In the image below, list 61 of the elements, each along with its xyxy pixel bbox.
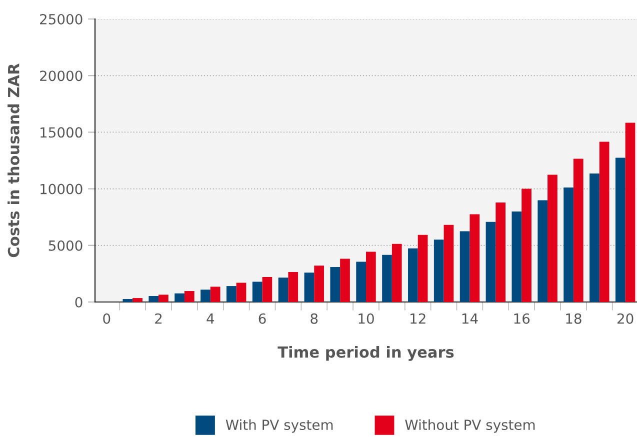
bar <box>625 122 636 302</box>
y-tick-label: 20000 <box>40 70 82 82</box>
y-tick-label: 15000 <box>40 127 82 138</box>
y-tick-label: 0 <box>75 296 82 308</box>
bar <box>226 286 236 302</box>
x-axis-title: Time period in years <box>278 346 454 361</box>
y-tick-label: 10000 <box>40 184 82 194</box>
bar <box>288 272 298 302</box>
bar <box>573 158 584 302</box>
bar <box>486 222 496 302</box>
bar <box>200 290 210 302</box>
bar <box>278 278 288 302</box>
bar <box>236 282 246 302</box>
bar <box>382 254 392 302</box>
bar <box>522 188 532 302</box>
bar <box>548 174 558 302</box>
bar <box>148 296 159 302</box>
x-tick-label: 0 <box>103 313 110 324</box>
legend-label: With PV system <box>226 419 333 433</box>
bar <box>356 262 366 302</box>
bar <box>460 231 470 302</box>
x-tick-label: 10 <box>358 313 374 324</box>
bar <box>122 299 133 302</box>
x-tick-label: 4 <box>206 314 214 324</box>
bar <box>252 282 262 302</box>
bar <box>340 258 350 302</box>
x-tick-label: 2 <box>155 313 162 324</box>
y-axis-title: Costs in thousand ZAR <box>8 63 20 258</box>
bar <box>366 252 376 302</box>
bar <box>392 244 402 302</box>
y-tick-label: 25000 <box>40 14 82 24</box>
bar <box>512 212 522 302</box>
bar <box>408 248 418 302</box>
bar <box>210 286 220 302</box>
bar <box>132 298 142 302</box>
bar <box>174 293 184 302</box>
bar <box>184 291 194 302</box>
x-tick-label: 20 <box>618 313 634 324</box>
x-tick-label: 8 <box>310 313 318 324</box>
y-tick-label: 5000 <box>48 240 82 251</box>
x-tick-label: 12 <box>410 313 426 324</box>
bar <box>158 294 168 302</box>
bar <box>538 200 548 302</box>
bar <box>615 158 626 302</box>
bar <box>470 214 480 302</box>
bar <box>304 272 314 302</box>
bar <box>434 240 444 302</box>
bar <box>599 142 610 302</box>
legend-label: Without PV system <box>405 419 535 433</box>
bar <box>330 267 340 302</box>
bar <box>564 187 574 302</box>
bar <box>418 234 428 302</box>
bar <box>314 266 324 302</box>
x-tick-label: 14 <box>462 314 478 324</box>
x-tick-label: 18 <box>566 313 582 324</box>
x-tick-label: 6 <box>258 313 266 324</box>
bar <box>262 276 272 302</box>
bar <box>496 202 506 302</box>
bar <box>444 224 454 302</box>
x-tick-label: 16 <box>514 313 530 324</box>
bar <box>590 174 600 302</box>
